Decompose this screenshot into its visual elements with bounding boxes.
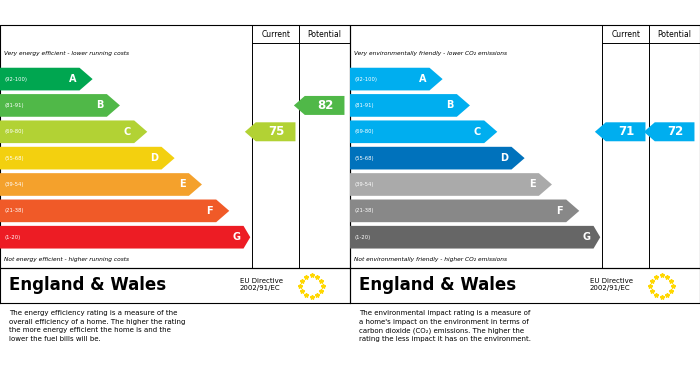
Text: EU Directive
2002/91/EC: EU Directive 2002/91/EC xyxy=(239,278,283,291)
Text: B: B xyxy=(96,100,104,110)
Text: (55-68): (55-68) xyxy=(354,156,374,161)
Polygon shape xyxy=(294,96,344,115)
Polygon shape xyxy=(644,122,694,141)
Text: Potential: Potential xyxy=(657,30,692,39)
Text: England & Wales: England & Wales xyxy=(8,276,166,294)
Text: 71: 71 xyxy=(619,125,635,138)
Text: (39-54): (39-54) xyxy=(4,182,24,187)
Text: 75: 75 xyxy=(269,125,285,138)
Text: Energy Efficiency Rating: Energy Efficiency Rating xyxy=(6,8,158,18)
Polygon shape xyxy=(350,94,470,117)
Text: Current: Current xyxy=(611,30,640,39)
Polygon shape xyxy=(0,68,92,90)
Text: The energy efficiency rating is a measure of the
overall efficiency of a home. T: The energy efficiency rating is a measur… xyxy=(8,310,185,342)
Text: E: E xyxy=(528,179,536,190)
Text: C: C xyxy=(473,127,481,137)
Text: (92-100): (92-100) xyxy=(4,77,27,82)
Text: (81-91): (81-91) xyxy=(354,103,374,108)
Text: Not energy efficient - higher running costs: Not energy efficient - higher running co… xyxy=(4,256,129,262)
Text: A: A xyxy=(69,74,76,84)
Text: D: D xyxy=(500,153,508,163)
Text: G: G xyxy=(232,232,240,242)
Polygon shape xyxy=(0,199,230,222)
Text: (92-100): (92-100) xyxy=(354,77,377,82)
Text: Very environmentally friendly - lower CO₂ emissions: Very environmentally friendly - lower CO… xyxy=(354,51,507,56)
Text: The environmental impact rating is a measure of
a home's impact on the environme: The environmental impact rating is a mea… xyxy=(358,310,531,342)
Polygon shape xyxy=(350,68,442,90)
Text: (55-68): (55-68) xyxy=(4,156,24,161)
Text: G: G xyxy=(582,232,590,242)
Text: (69-80): (69-80) xyxy=(354,129,374,134)
Text: D: D xyxy=(150,153,158,163)
Text: 82: 82 xyxy=(318,99,334,112)
Text: B: B xyxy=(446,100,454,110)
Polygon shape xyxy=(0,94,120,117)
Text: A: A xyxy=(419,74,426,84)
Text: England & Wales: England & Wales xyxy=(358,276,516,294)
Polygon shape xyxy=(0,173,202,196)
Polygon shape xyxy=(350,147,524,169)
Text: Current: Current xyxy=(261,30,290,39)
Text: C: C xyxy=(123,127,131,137)
Polygon shape xyxy=(0,147,174,169)
Text: Not environmentally friendly - higher CO₂ emissions: Not environmentally friendly - higher CO… xyxy=(354,256,507,262)
Text: (81-91): (81-91) xyxy=(4,103,24,108)
Text: Environmental Impact (CO₂) Rating: Environmental Impact (CO₂) Rating xyxy=(355,8,574,18)
Text: (69-80): (69-80) xyxy=(4,129,24,134)
Text: E: E xyxy=(178,179,186,190)
Text: (21-38): (21-38) xyxy=(354,208,374,213)
Text: F: F xyxy=(556,206,563,216)
Text: EU Directive
2002/91/EC: EU Directive 2002/91/EC xyxy=(589,278,633,291)
Text: (39-54): (39-54) xyxy=(354,182,374,187)
Text: 72: 72 xyxy=(668,125,684,138)
Polygon shape xyxy=(350,120,497,143)
Text: F: F xyxy=(206,206,213,216)
Polygon shape xyxy=(0,226,251,249)
Polygon shape xyxy=(350,199,580,222)
Text: (21-38): (21-38) xyxy=(4,208,24,213)
Polygon shape xyxy=(350,226,601,249)
Text: (1-20): (1-20) xyxy=(354,235,370,240)
Polygon shape xyxy=(245,122,295,141)
Text: Very energy efficient - lower running costs: Very energy efficient - lower running co… xyxy=(4,51,129,56)
Polygon shape xyxy=(0,120,147,143)
Polygon shape xyxy=(350,173,552,196)
Polygon shape xyxy=(595,122,645,141)
Text: (1-20): (1-20) xyxy=(4,235,20,240)
Text: Potential: Potential xyxy=(307,30,342,39)
